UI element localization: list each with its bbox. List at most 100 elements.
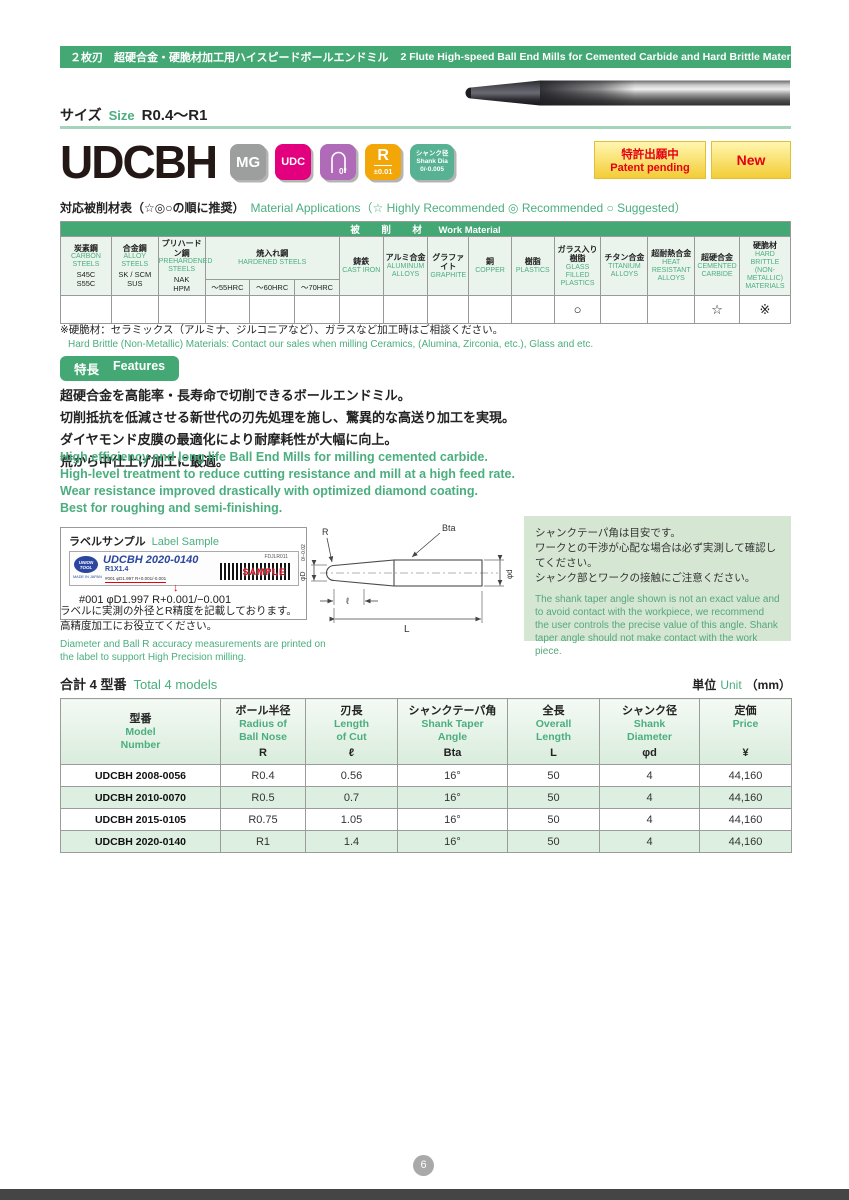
- banner-title-en: 2 Flute High-speed Ball End Mills for Ce…: [400, 51, 791, 63]
- header-ball-radius: ボール半径 Radius of Ball Nose R: [220, 698, 306, 765]
- size-label-jp: サイズ: [60, 107, 102, 123]
- svg-text:φd: φd: [505, 569, 514, 579]
- col-aluminum-alloys: アルミ合金 ALUMINUM ALLOYS: [382, 236, 429, 296]
- header-model-number: 型番 Model Number: [60, 698, 221, 765]
- material-title-en: Material Applications（☆ Highly Recommend…: [250, 201, 687, 215]
- col-hrc55: ～55HRC: [204, 279, 251, 296]
- features-text-en: High efficiency and long life Ball End M…: [60, 450, 515, 515]
- features-badge: 特長 Features: [60, 356, 180, 381]
- patent-pending-box: 特許出願中 Patent pending: [594, 141, 706, 179]
- rating-row: ○ ☆ ※: [60, 295, 792, 324]
- made-in-japan: MADE IN JAPAN: [73, 575, 102, 579]
- col-glass-filled-plastics: ガラス入り樹脂 GLASS FILLED PLASTICS: [553, 236, 602, 296]
- col-heat-resistant-alloys: 超耐熱合金 HEAT RESISTANT ALLOYS: [647, 236, 696, 296]
- product-name: UDCBH: [60, 136, 218, 188]
- union-tool-logo: UNION TOOL: [74, 556, 98, 573]
- label-sample-box: ラベルサンプル Label Sample UNION TOOL MADE IN J…: [60, 527, 307, 620]
- rating-glass-filled: ○: [553, 295, 602, 324]
- down-arrow-icon: ↓: [173, 582, 179, 594]
- size-heading: サイズ Size R0.4～R1: [60, 104, 207, 125]
- dimension-drawing: R Bta φD 0/−0.02 φd ℓ L: [300, 523, 514, 635]
- patent-jp: 特許出願中: [621, 149, 679, 161]
- col-plastics: 樹脂 PLASTICS: [510, 236, 555, 296]
- size-label-en: Size: [108, 108, 135, 123]
- page-number: 6: [413, 1155, 434, 1176]
- label-title-en: Label Sample: [151, 536, 219, 548]
- work-material-bar-en: Work Material: [438, 225, 501, 236]
- svg-text:φD: φD: [300, 571, 307, 581]
- header-shank-diameter: シャンク径 Shank Diameter φd: [599, 698, 700, 765]
- end-mill-photo: [465, 80, 790, 106]
- badge-shank-dia: シャンク径 Shank Dia 0/-0.005: [410, 144, 455, 180]
- size-underline: [60, 126, 791, 129]
- table-row: UDCBH 2010-0070 R0.5 0.7 16° 50 4 44,160: [60, 786, 792, 809]
- total-models: 合計 4 型番 Total 4 models: [60, 674, 217, 693]
- badge-mg: MG: [230, 144, 267, 180]
- page-header-banner: ２枚刃 超硬合金・硬脆材加工用ハイスピードボールエンドミル 2 Flute Hi…: [60, 46, 791, 68]
- total-models-jp: 合計 4 型番: [60, 677, 127, 692]
- badge-udc-coating: UDC: [275, 144, 312, 180]
- col-cast-iron: 鋳鉄 CAST IRON: [338, 236, 384, 296]
- new-box: New: [711, 141, 791, 179]
- label-size-code: R1X1.4: [105, 566, 129, 573]
- features-badge-jp: 特長: [74, 363, 100, 377]
- banner-title-jp: ２枚刃 超硬合金・硬脆材加工用ハイスピードボールエンドミル: [70, 52, 389, 64]
- header-overall-length: 全長 Overall Length L: [507, 698, 600, 765]
- svg-text:Bta: Bta: [442, 523, 456, 533]
- label-title-jp: ラベルサンプル: [69, 536, 146, 548]
- features-text-jp: 超硬合金を高能率・長寿命で切削できるボールエンドミル。 切削抵抗を低減させる新世代…: [60, 388, 516, 469]
- material-title-jp: 対応被削材表（☆◎○の順に推奨）: [60, 201, 245, 215]
- col-prehardened-steels: プリハードン鋼 PREHARDENED STEELS NAK HPM: [157, 236, 212, 296]
- badge-shank-jp: シャンク径: [415, 150, 449, 157]
- col-hrc70: ～70HRC: [294, 279, 340, 296]
- work-material-bar-jp: 被 削 材: [350, 225, 428, 236]
- size-range: R0.4～R1: [141, 107, 208, 124]
- badge-shank-tol: 0/-0.005: [420, 166, 445, 173]
- barcode: [220, 563, 292, 580]
- totals-row: 合計 4 型番 Total 4 models 単位 Unit （mm）: [60, 674, 791, 693]
- header-shank-taper-angle: シャンクテーパ角 Shank Taper Angle Bta: [397, 698, 508, 765]
- badge-r-letter: R: [377, 147, 389, 164]
- badge-zero-taper: 0°: [320, 144, 357, 180]
- total-models-en: Total 4 models: [133, 677, 218, 692]
- table-row: UDCBH 2015-0105 R0.75 1.05 16° 50 4 44,160: [60, 808, 792, 831]
- svg-text:R: R: [322, 527, 329, 537]
- bottom-edge-bar: [0, 1189, 849, 1200]
- col-cemented-carbide: 超硬合金 CEMENTED CARBIDE: [694, 236, 740, 296]
- zero-degree-taper-icon: 0°: [331, 151, 347, 176]
- rating-cemented-carbide: ☆: [694, 295, 740, 324]
- svg-text:L: L: [404, 624, 410, 635]
- svg-text:0°: 0°: [339, 167, 347, 176]
- col-copper: 銅 COPPER: [468, 236, 512, 296]
- col-alloy-steels: 合金鋼 ALLOY STEELS SK / SCM SUS: [110, 236, 159, 296]
- table-row: UDCBH 2008-0056 R0.4 0.56 16° 50 4 44,160: [60, 764, 792, 787]
- shank-taper-note: シャンクテーパ角は目安です。 ワークとの干渉が心配な場合は必ず実測して確認してく…: [524, 516, 791, 657]
- label-card: UNION TOOL MADE IN JAPAN UDCBH 2020-0140 …: [69, 551, 299, 586]
- brand-row: UDCBH MG UDC 0° R ±0.01 シャンク径 Shank Dia …: [60, 136, 455, 188]
- material-note: ※硬脆材：セラミックス（アルミナ、ジルコニアなど）、ガラスなど加工時はご相談くだ…: [60, 323, 593, 352]
- material-note-en: Hard Brittle (Non-Metallic) Materials: C…: [68, 339, 594, 350]
- col-graphite: グラファイト GRAPHITE: [427, 236, 470, 296]
- badge-r-tolerance: R ±0.01: [365, 144, 402, 180]
- label-model-number: UDCBH 2020-0140: [103, 554, 199, 566]
- col-hrc60: ～60HRC: [249, 279, 296, 296]
- svg-text:0/−0.02: 0/−0.02: [301, 544, 307, 561]
- col-hard-brittle: 硬脆材 HARD BRITTLE (NON-METALLIC) MATERIALS: [738, 236, 792, 296]
- label-measurement-text: #001 φD1.997 R+0.001/−0.001: [79, 594, 232, 606]
- badge-shank-en: Shank Dia: [416, 158, 448, 165]
- rating-hard-brittle: ※: [738, 295, 792, 324]
- shank-taper-note-en: The shank taper angle shown is not an ex…: [535, 594, 780, 657]
- work-material-bar: 被 削 材 Work Material: [60, 221, 791, 237]
- material-note-jp: ※硬脆材：セラミックス（アルミナ、ジルコニアなど）、ガラスなど加工時はご相談くだ…: [60, 324, 504, 336]
- header-price: 定価 Price ¥: [699, 698, 792, 765]
- header-length-of-cut: 刃長 Length of Cut ℓ: [305, 698, 398, 765]
- label-notes: ラベルに実測の外径とR精度を記載しております。 高精度加工にお役立てください。 …: [60, 605, 326, 663]
- label-sample-title: ラベルサンプル Label Sample: [69, 533, 219, 549]
- table-row: UDCBH 2020-0140 R1 1.4 16° 50 4 44,160: [60, 830, 792, 853]
- features-badge-en: Features: [113, 359, 166, 373]
- sample-watermark: SAMPLE: [242, 567, 286, 577]
- col-titanium-alloys: チタン合金 TITANIUM ALLOYS: [600, 236, 649, 296]
- col-carbon-steels: 炭素鋼 CARBON STEELS S45C S55C: [60, 236, 112, 296]
- work-material-table: 被 削 材 Work Material 炭素鋼 CARBON STEELS S45C…: [60, 221, 792, 324]
